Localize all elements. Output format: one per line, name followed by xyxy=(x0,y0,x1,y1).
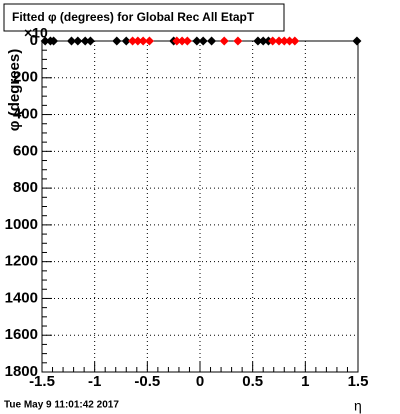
title-box xyxy=(3,3,285,32)
x-tick-label: -1.5 xyxy=(29,373,55,390)
point xyxy=(233,36,243,46)
point xyxy=(279,36,289,46)
point xyxy=(290,36,300,46)
x-tick-label: 0.5 xyxy=(242,373,263,390)
point xyxy=(253,36,263,46)
exponent-label: ×10 xyxy=(24,25,48,41)
point xyxy=(80,36,90,46)
point xyxy=(268,36,278,46)
point xyxy=(40,36,50,46)
point xyxy=(112,36,122,46)
point xyxy=(172,36,182,46)
point xyxy=(133,36,143,46)
point xyxy=(128,36,138,46)
point xyxy=(219,36,229,46)
y-tick-label: 1600 xyxy=(5,326,38,343)
x-axis-label: η xyxy=(354,398,362,414)
y-tick-label: 200 xyxy=(13,69,38,86)
point xyxy=(85,36,95,46)
y-tick-label: 400 xyxy=(13,106,38,123)
x-tick-label: 1 xyxy=(301,373,309,390)
y-tick-label: 0 xyxy=(30,32,38,49)
point xyxy=(274,36,284,46)
y-tick-label: 1400 xyxy=(5,289,38,306)
point xyxy=(285,36,295,46)
point xyxy=(198,36,208,46)
plot-frame xyxy=(41,40,359,373)
chart-title: Fitted φ (degrees) for Global Rec All Et… xyxy=(12,10,255,24)
point xyxy=(177,36,187,46)
x-tick-label: 0 xyxy=(196,373,204,390)
y-tick-label: 1000 xyxy=(5,216,38,233)
y-tick-label: 1200 xyxy=(5,253,38,270)
point xyxy=(66,36,76,46)
point xyxy=(192,36,202,46)
y-tick-label: 1800 xyxy=(5,363,38,380)
x-tick-label: 1.5 xyxy=(348,373,369,390)
point xyxy=(49,36,59,46)
point xyxy=(121,36,131,46)
point xyxy=(207,36,217,46)
y-axis-label: φ (degrees) xyxy=(6,49,23,131)
point xyxy=(73,36,83,46)
x-tick-label: -1 xyxy=(88,373,101,390)
point xyxy=(138,36,148,46)
point xyxy=(258,36,268,46)
point xyxy=(352,36,362,46)
y-tick-label: 600 xyxy=(13,142,38,159)
timestamp: Tue May 9 11:01:42 2017 xyxy=(4,400,119,411)
x-tick-label: -0.5 xyxy=(134,373,160,390)
point xyxy=(144,36,154,46)
point xyxy=(182,36,192,46)
y-tick-label: 800 xyxy=(13,179,38,196)
